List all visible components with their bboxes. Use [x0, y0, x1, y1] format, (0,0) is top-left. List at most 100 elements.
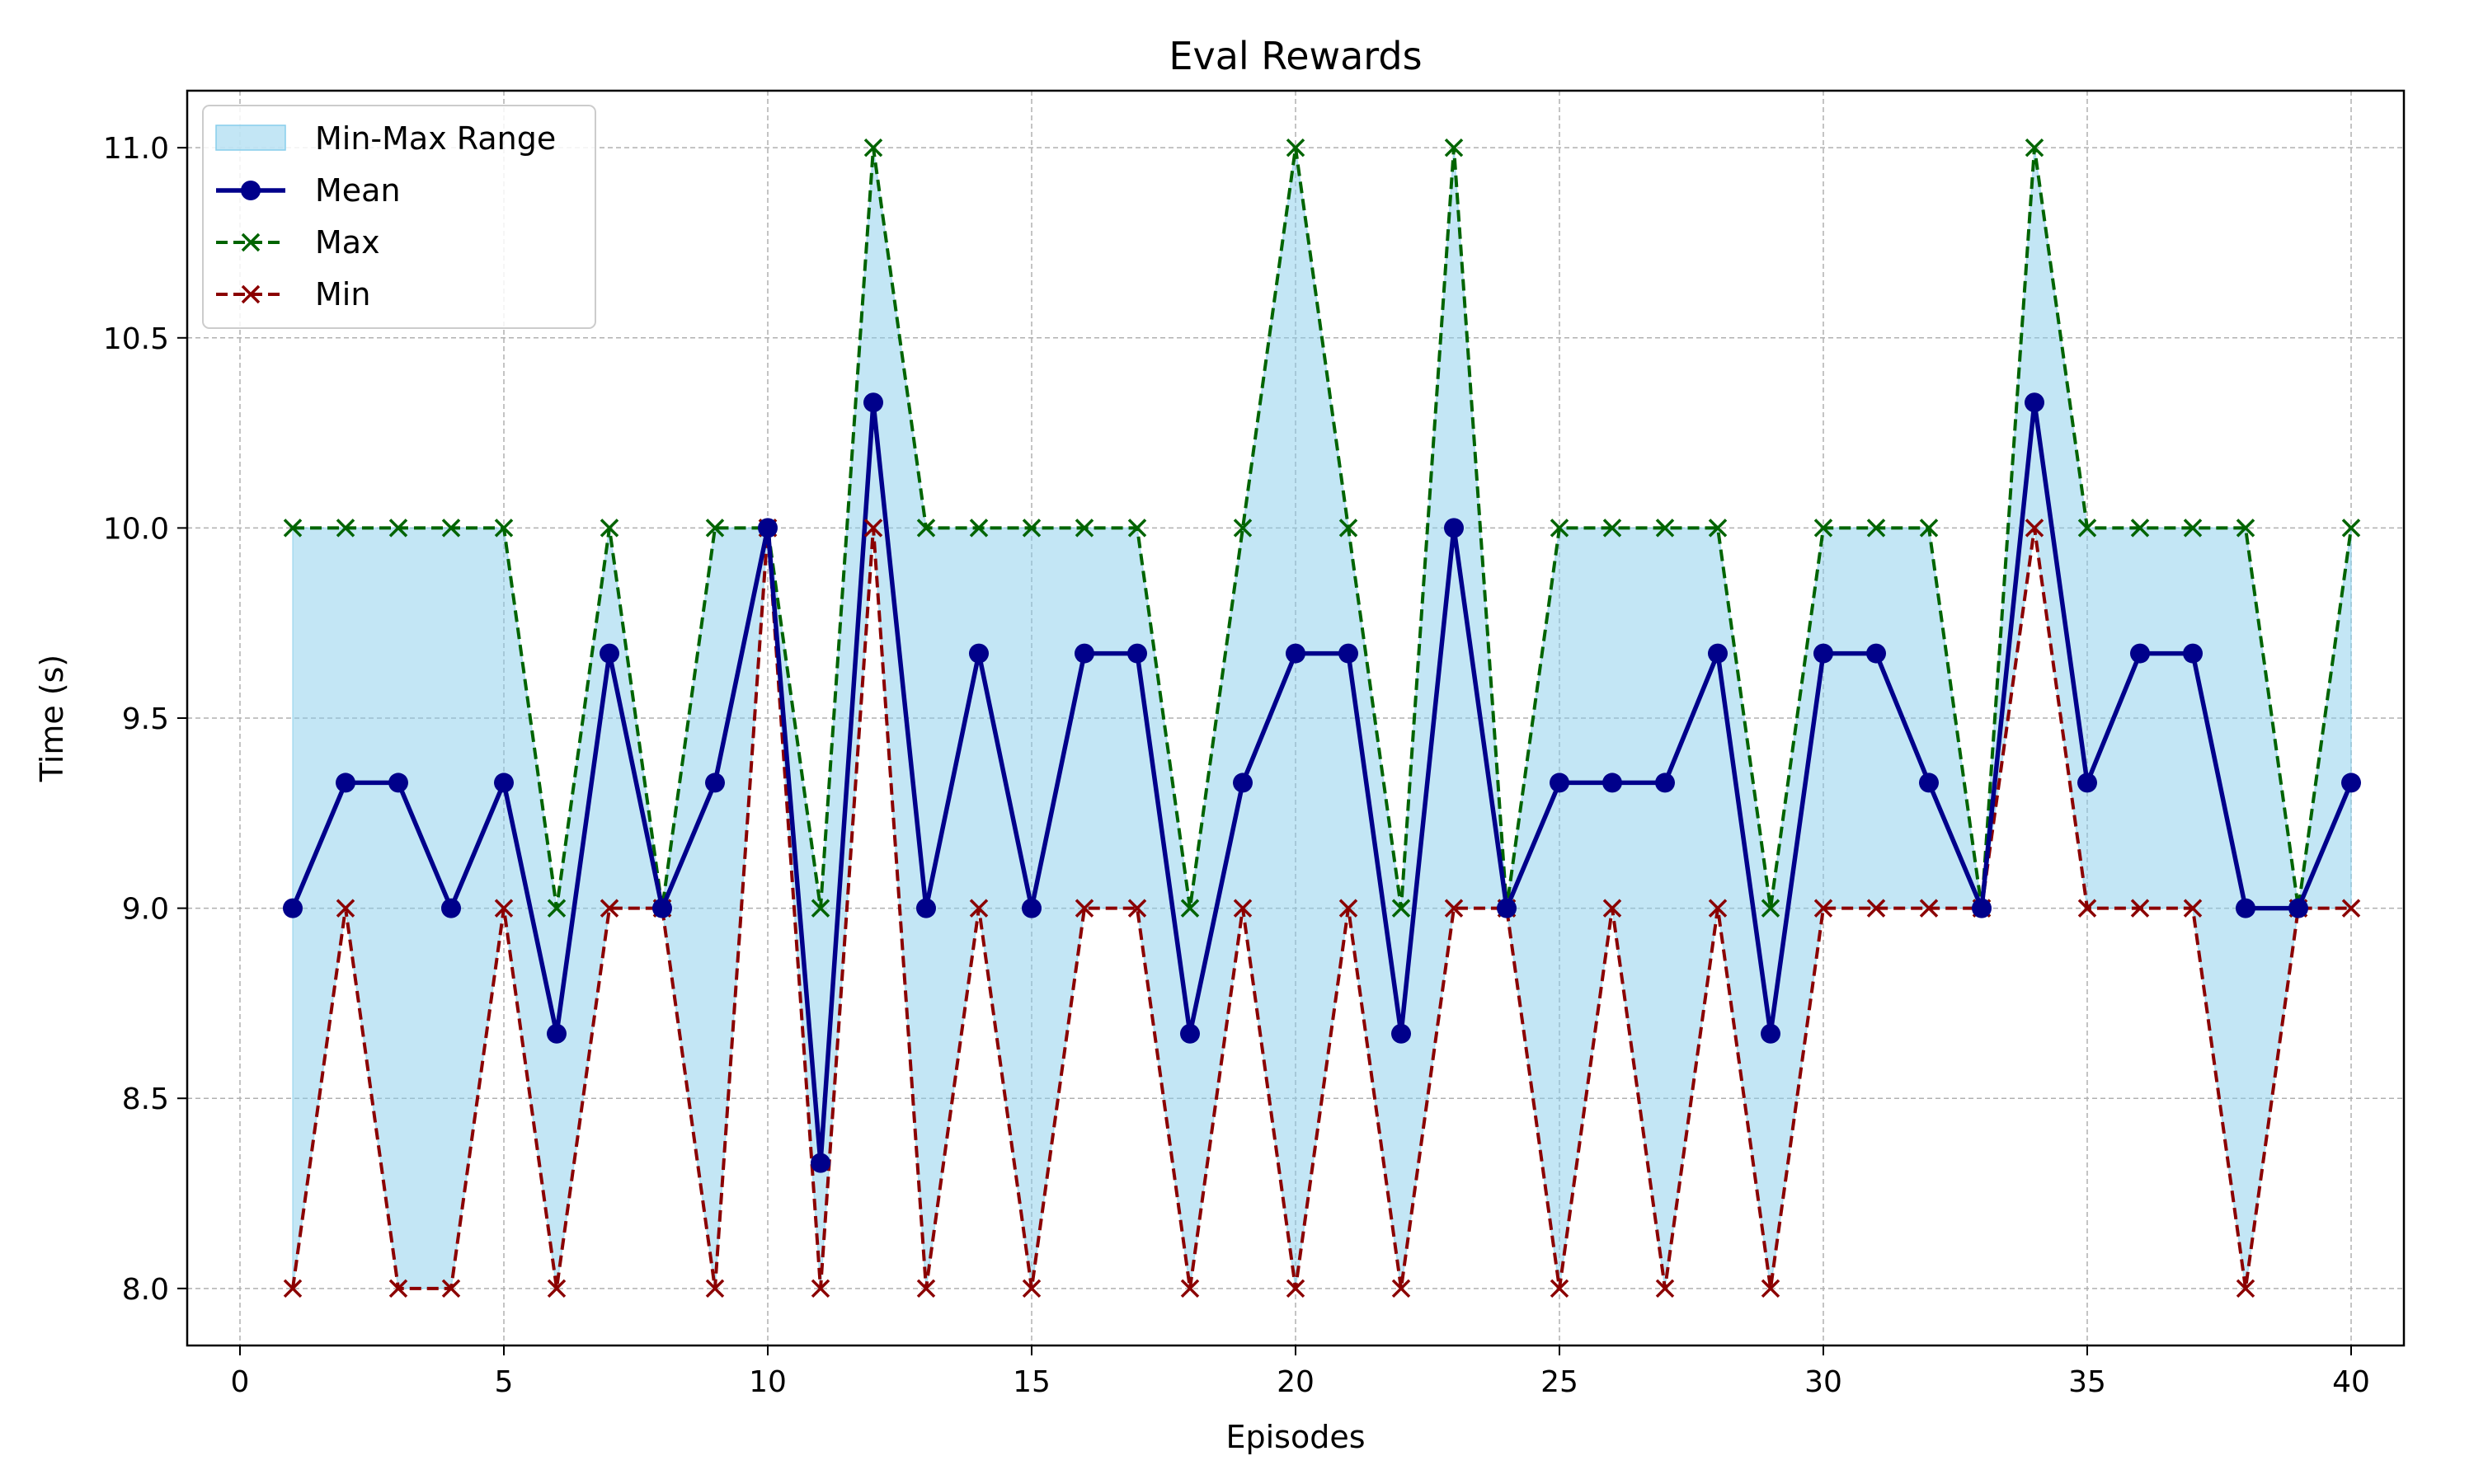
min-point — [547, 1279, 567, 1298]
chart-title: Eval Rewards — [1169, 34, 1422, 78]
x-tick-label: 40 — [2332, 1365, 2370, 1399]
min-point — [388, 1279, 408, 1298]
min-point — [2077, 899, 2097, 918]
legend-label: Min-Max Range — [315, 120, 556, 157]
mean-point — [441, 898, 461, 918]
max-point — [1866, 519, 1886, 538]
mean-point — [1813, 643, 1833, 664]
mean-point — [1391, 1023, 1411, 1044]
y-tick-label: 8.0 — [122, 1273, 169, 1307]
max-point — [441, 519, 461, 538]
mean-point — [1866, 643, 1886, 664]
mean-point — [600, 643, 619, 664]
mean-point — [1550, 773, 1569, 793]
mean-point — [1497, 898, 1517, 918]
max-point — [2236, 519, 2255, 538]
max-point — [1338, 519, 1358, 538]
mean-point — [1338, 643, 1358, 664]
mean-point — [1233, 773, 1253, 793]
mean-point — [705, 773, 725, 793]
mean-point — [969, 643, 989, 664]
min-point — [1550, 1279, 1569, 1298]
min-point — [969, 899, 989, 918]
mean-point — [336, 773, 355, 793]
max-point — [2341, 519, 2361, 538]
mean-point — [1444, 518, 1464, 538]
max-point — [916, 519, 936, 538]
max-point — [600, 519, 619, 538]
min-point — [916, 1279, 936, 1298]
x-tick-label: 25 — [1540, 1365, 1578, 1399]
max-point — [547, 899, 567, 918]
min-point — [2183, 899, 2203, 918]
mean-point — [758, 518, 778, 538]
min-point — [283, 1279, 303, 1298]
min-point — [441, 1279, 461, 1298]
max-point — [1127, 519, 1147, 538]
legend-label: Max — [315, 224, 380, 261]
mean-point — [1655, 773, 1675, 793]
mean-point — [2130, 643, 2150, 664]
mean-point — [2341, 773, 2361, 793]
mean-point — [1708, 643, 1728, 664]
max-point — [969, 519, 989, 538]
min-point — [1655, 1279, 1675, 1298]
y-axis-label: Time (s) — [34, 655, 70, 783]
min-point — [336, 899, 355, 918]
x-tick-label: 20 — [1277, 1365, 1315, 1399]
mean-point — [1919, 773, 1939, 793]
y-tick-label: 10.0 — [103, 512, 169, 546]
x-axis-label: Episodes — [1225, 1419, 1365, 1455]
min-point — [600, 899, 619, 918]
min-point — [494, 899, 514, 918]
max-point — [1813, 519, 1833, 538]
max-point — [1180, 899, 1200, 918]
max-point — [2183, 519, 2203, 538]
max-point — [388, 519, 408, 538]
max-point — [811, 899, 830, 918]
x-tick-label: 0 — [231, 1365, 250, 1399]
mean-point — [388, 773, 408, 793]
max-point — [1444, 138, 1464, 157]
min-point — [1022, 1279, 1042, 1298]
max-point — [283, 519, 303, 538]
max-point — [1602, 519, 1622, 538]
y-tick-label: 11.0 — [103, 132, 169, 166]
y-tick-label: 9.0 — [122, 893, 169, 927]
y-tick-label: 8.5 — [122, 1082, 169, 1116]
mean-point — [2288, 898, 2308, 918]
min-point — [1075, 899, 1094, 918]
mean-point — [811, 1153, 830, 1173]
mean-point — [2025, 392, 2044, 413]
min-line — [291, 526, 2351, 1290]
min-point — [2130, 899, 2150, 918]
max-point — [1286, 138, 1305, 157]
mean-point — [1075, 643, 1094, 664]
mean-line — [290, 400, 2354, 1166]
min-point — [1338, 899, 1358, 918]
max-line — [293, 146, 2353, 910]
max-point — [1761, 899, 1780, 918]
legend-swatch-band — [215, 124, 286, 151]
x-tick-label: 30 — [1804, 1365, 1842, 1399]
x-tick-label: 10 — [749, 1365, 787, 1399]
x-axis-ticks: 0 5 10 15 20 25 30 35 40 — [231, 1345, 2370, 1399]
min-point — [1866, 899, 1886, 918]
min-point — [1602, 899, 1622, 918]
max-point — [705, 519, 725, 538]
min-point — [2341, 899, 2361, 918]
legend: Min-Max Range Mean Max Min — [202, 105, 596, 329]
mean-point — [2236, 898, 2255, 918]
min-point — [1286, 1279, 1305, 1298]
x-tick-label: 35 — [2068, 1365, 2106, 1399]
max-point — [2025, 138, 2044, 157]
series-lines — [290, 146, 2354, 1290]
max-point — [1708, 519, 1728, 538]
max-point — [1550, 519, 1569, 538]
min-point — [1233, 899, 1253, 918]
mean-point — [1972, 898, 1992, 918]
min-point — [811, 1279, 830, 1298]
min-point — [863, 519, 883, 538]
min-point — [2025, 519, 2044, 538]
